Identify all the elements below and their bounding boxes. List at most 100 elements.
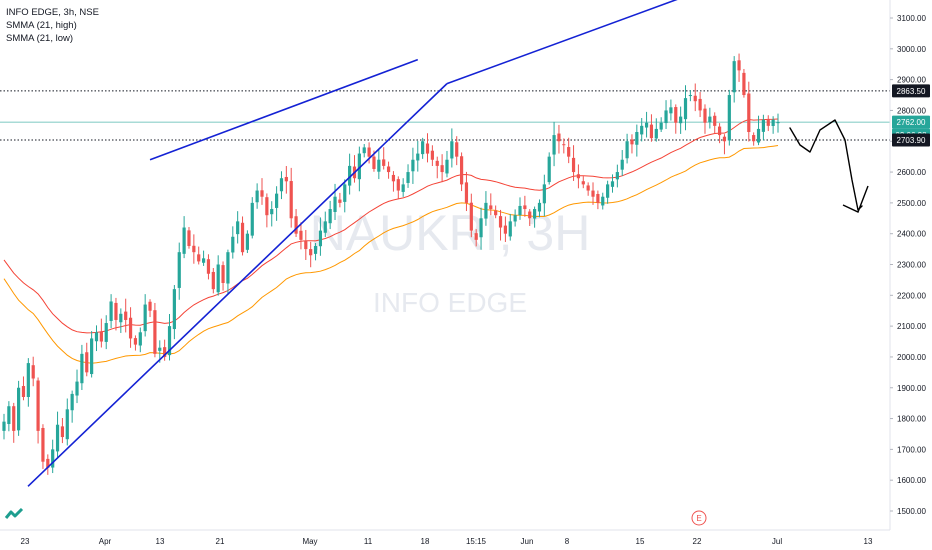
candle-body: [756, 128, 761, 143]
candle-body: [464, 182, 469, 203]
candle-body: [771, 119, 775, 127]
candle-body: [601, 196, 605, 206]
legend-symbol[interactable]: INFO EDGE, 3h, NSE: [6, 7, 99, 18]
price-tick-label: 2000.00: [897, 353, 926, 362]
candle-body: [391, 174, 396, 182]
candle-body: [36, 380, 40, 431]
price-tick-label: 1500.00: [897, 507, 926, 516]
candle-body: [362, 147, 366, 154]
candle-body: [664, 110, 668, 124]
candle-body: [211, 271, 215, 290]
candle-body: [226, 252, 230, 284]
candle-body: [615, 172, 619, 180]
candle-body: [367, 147, 371, 157]
candle-body: [713, 115, 717, 126]
trendlines[interactable]: [27, 0, 925, 487]
candle-body: [630, 139, 634, 145]
candle-body: [508, 221, 512, 237]
price-badge: [892, 115, 930, 129]
smma-lines: [3, 118, 779, 364]
candle-body: [236, 221, 240, 235]
candle-body: [328, 209, 332, 224]
trendline[interactable]: [149, 58, 419, 161]
earnings-marker[interactable]: E: [691, 510, 707, 526]
candle-body: [576, 174, 581, 179]
candle-body: [557, 133, 561, 142]
legend-smma-low[interactable]: SMMA (21, low): [6, 33, 74, 44]
candle-body: [104, 323, 108, 342]
candle-body: [533, 209, 537, 219]
candle-body: [416, 153, 420, 161]
candle-body: [547, 156, 551, 183]
candle-body: [99, 331, 103, 342]
candle-body: [396, 179, 400, 191]
time-tick-label: 13: [864, 537, 873, 546]
candle-body: [279, 178, 284, 192]
candle-body: [562, 144, 566, 146]
candle-body: [610, 181, 615, 187]
candle-body: [128, 317, 133, 339]
price-tick-label: 3100.00: [897, 14, 926, 23]
candle-body: [479, 218, 483, 238]
price-badge-label: 2703.90: [897, 136, 926, 145]
candle-body: [591, 190, 595, 197]
chart-watermark: NAUKRI, 3H INFO EDGE: [310, 205, 591, 318]
legend-smma-high[interactable]: SMMA (21, high): [6, 20, 77, 31]
candle-body: [401, 184, 405, 192]
candle-body: [231, 236, 235, 253]
candle-body: [513, 215, 517, 222]
candle-body: [659, 122, 663, 130]
candle-body: [2, 421, 6, 431]
candle-body: [153, 310, 157, 354]
candle-body: [421, 141, 425, 155]
time-tick-label: Apr: [99, 537, 112, 546]
candle-body: [60, 426, 65, 438]
candle-body: [386, 166, 391, 173]
candle-body: [119, 313, 123, 323]
candle-body: [445, 159, 449, 174]
price-tick-label: 2900.00: [897, 76, 926, 85]
time-axis[interactable]: 23 Apr 13 21 May 11 18 15:15 Jun 8 15 22 Jul 13: [21, 537, 873, 546]
candle-body: [435, 160, 439, 166]
trendline[interactable]: [27, 83, 448, 487]
candle-body: [722, 136, 727, 142]
candle-body: [80, 353, 84, 384]
chart-legend: INFO EDGE, 3h, NSE SMMA (21, high) SMMA …: [6, 6, 99, 45]
candle-body: [737, 60, 741, 71]
time-tick-label: 15: [636, 537, 645, 546]
tradingview-logo-icon[interactable]: [4, 506, 24, 522]
candle-body: [260, 190, 264, 197]
candle-body: [727, 95, 731, 141]
candle-body: [683, 98, 688, 120]
candle-body: [206, 259, 211, 274]
candle-body: [201, 258, 206, 263]
candle-body: [85, 352, 89, 373]
candle-body: [674, 107, 678, 123]
candle-body: [747, 93, 751, 133]
price-tick-label: 2800.00: [897, 106, 926, 115]
candle-body: [640, 125, 644, 135]
hand-drawn-forecast-arrow[interactable]: [789, 119, 869, 213]
forecast-curve[interactable]: [789, 119, 863, 211]
candle-body: [255, 190, 259, 203]
earnings-icon[interactable]: [691, 510, 707, 526]
candle-body: [70, 393, 74, 411]
candle-body: [65, 409, 69, 440]
price-tick-label: 2400.00: [897, 230, 926, 239]
candle-body: [654, 128, 658, 139]
time-tick-label: 11: [364, 537, 373, 546]
candle-body: [382, 159, 386, 166]
time-tick-label: 8: [565, 537, 570, 546]
trendline-extension[interactable]: [446, 0, 925, 85]
candle-body: [688, 95, 692, 97]
time-tick-label: 21: [216, 537, 225, 546]
candle-body: [528, 211, 532, 219]
candle-body: [459, 156, 464, 185]
candle-body: [411, 159, 415, 172]
price-tick-label: 2600.00: [897, 168, 926, 177]
candle-body: [94, 332, 99, 342]
price-tick-label: 1900.00: [897, 384, 926, 393]
candle-body: [250, 202, 254, 236]
candle-body: [494, 210, 498, 216]
